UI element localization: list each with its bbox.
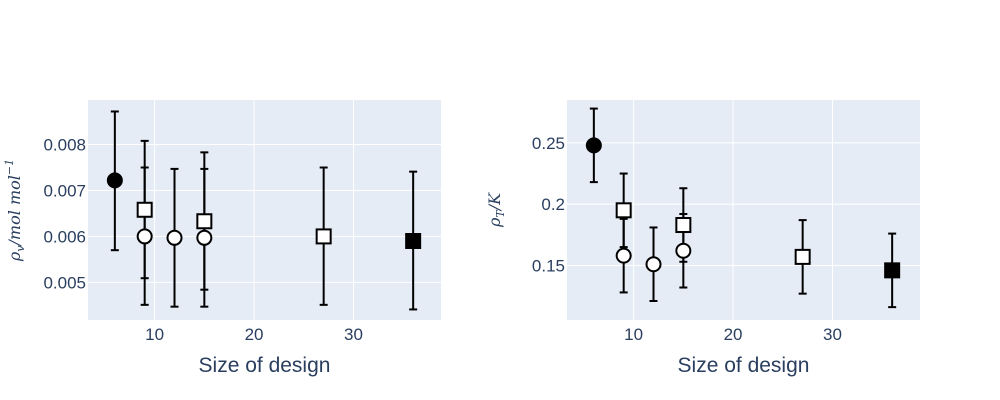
right-y-axis-title: ρT/K bbox=[485, 192, 507, 228]
left-y-axis-title: ρv/mol mol−1 bbox=[3, 159, 27, 262]
left-y-axis-superscript: −1 bbox=[3, 159, 16, 175]
right-y-axis-unit: /K bbox=[485, 192, 504, 212]
right-circle-marker bbox=[615, 247, 632, 264]
right-y-axis-symbol: ρ bbox=[485, 217, 504, 228]
left-subplot: 0.005 0.006 0.007 0.008 10 20 30 Size of desi… bbox=[3, 100, 441, 377]
right-square-marker bbox=[884, 262, 901, 279]
right-x-tick-label: 30 bbox=[823, 325, 842, 344]
right-y-ticks: 0.15 0.2 0.25 bbox=[532, 134, 565, 276]
left-circle-marker bbox=[136, 228, 153, 245]
left-y-tick-label: 0.008 bbox=[43, 136, 86, 155]
right-square-marker bbox=[675, 217, 692, 234]
left-circle-marker bbox=[196, 229, 213, 246]
left-x-ticks: 10 20 30 bbox=[145, 325, 363, 344]
right-x-axis-title: Size of design bbox=[678, 354, 810, 377]
right-y-tick-label: 0.15 bbox=[532, 256, 565, 275]
left-x-axis-title: Size of design bbox=[199, 354, 331, 377]
right-y-axis-subscript: T bbox=[494, 209, 507, 218]
right-x-ticks: 10 20 30 bbox=[624, 325, 842, 344]
left-x-tick-label: 10 bbox=[145, 325, 164, 344]
right-square-marker bbox=[794, 248, 811, 265]
left-y-axis-subscript: v bbox=[14, 245, 27, 252]
right-x-tick-label: 20 bbox=[724, 325, 743, 344]
left-x-tick-label: 30 bbox=[344, 325, 363, 344]
right-subplot: 0.15 0.2 0.25 10 20 30 Size of design ρT/K bbox=[485, 100, 920, 377]
left-y-tick-label: 0.006 bbox=[43, 227, 86, 246]
right-y-tick-label: 0.2 bbox=[541, 195, 565, 214]
left-y-axis-unit: /mol mol bbox=[5, 175, 24, 247]
left-square-marker bbox=[136, 201, 153, 218]
left-y-axis-symbol: ρ bbox=[5, 251, 24, 262]
right-y-tick-label: 0.25 bbox=[532, 134, 565, 153]
left-y-ticks: 0.005 0.006 0.007 0.008 bbox=[43, 136, 86, 293]
left-square-marker bbox=[196, 213, 213, 230]
left-square-marker bbox=[405, 233, 422, 250]
right-circle-marker bbox=[585, 137, 602, 154]
left-data-points bbox=[106, 110, 422, 311]
left-square-marker bbox=[315, 228, 332, 245]
right-circle-marker bbox=[645, 256, 662, 273]
left-circle-marker bbox=[166, 229, 183, 246]
right-data-points bbox=[585, 107, 901, 309]
left-x-tick-label: 20 bbox=[245, 325, 264, 344]
right-square-marker bbox=[615, 202, 632, 219]
right-x-tick-label: 10 bbox=[624, 325, 643, 344]
left-y-tick-label: 0.007 bbox=[43, 181, 86, 200]
left-gridlines bbox=[88, 100, 441, 320]
right-circle-marker bbox=[675, 242, 692, 259]
left-y-tick-label: 0.005 bbox=[43, 273, 86, 292]
left-circle-marker bbox=[106, 172, 123, 189]
